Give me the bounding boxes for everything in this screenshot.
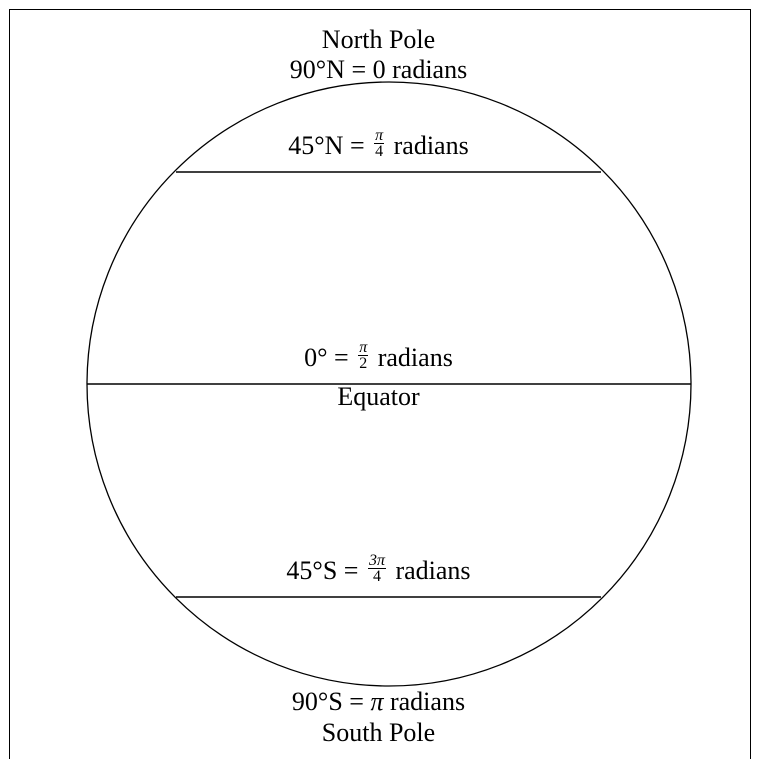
- south-pole-label: South Pole: [321, 718, 436, 747]
- equator-label: Equator: [337, 382, 420, 411]
- south-pole-radians-label: 90°S = π radians: [291, 687, 466, 716]
- figure-frame: [9, 9, 751, 759]
- fraction-3pi-over-4: 3π 4: [367, 551, 386, 585]
- latitude-45s-label: 45°S = 3π 4 radians: [286, 551, 471, 585]
- north-pole-radians-label: 90°N = 0 radians: [289, 55, 468, 84]
- north-pole-label: North Pole: [321, 25, 436, 54]
